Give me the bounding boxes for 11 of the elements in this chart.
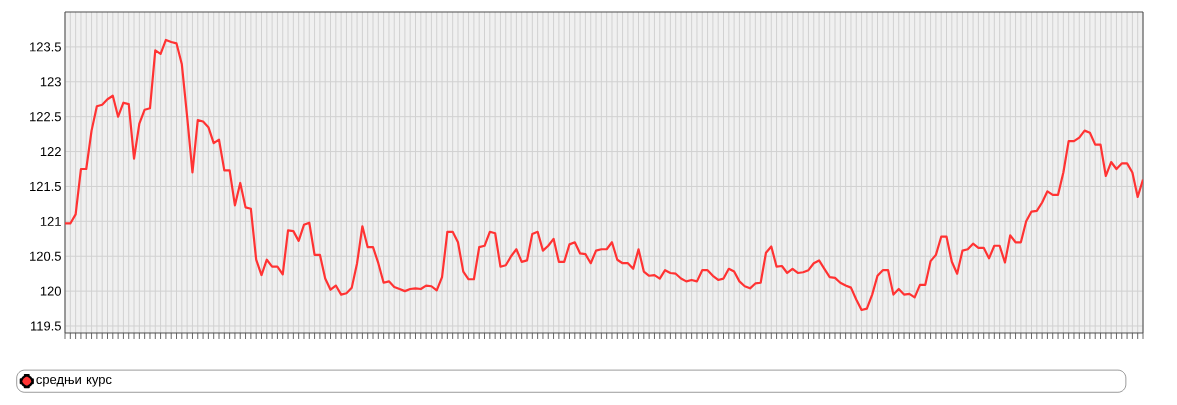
line-series: [65, 38, 1144, 312]
y-tick-label: 123.5: [30, 42, 61, 52]
y-tick-label: 120: [40, 286, 61, 296]
y-tick-label: 122.5: [30, 112, 61, 122]
y-tick-label: 121: [40, 216, 61, 226]
y-tick-label: 121.5: [30, 181, 61, 192]
y-tick-label: 123: [40, 77, 61, 87]
y-tick-label: 120.5: [30, 251, 61, 261]
y-tick-label: 122: [40, 147, 61, 157]
legend-label: средњи курс: [36, 376, 112, 387]
y-tick-label: 119.5: [31, 321, 61, 331]
